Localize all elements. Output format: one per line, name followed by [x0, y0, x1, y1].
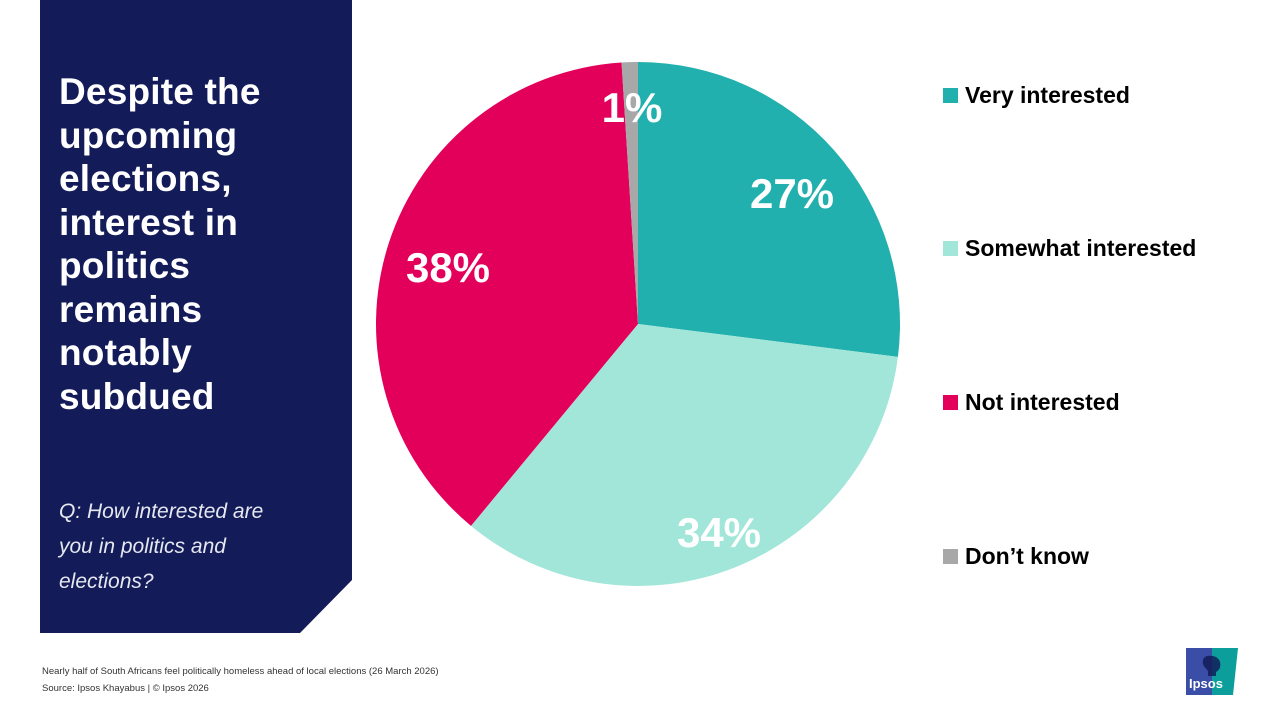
legend-label: Somewhat interested — [965, 235, 1197, 261]
title-line: elections, — [59, 158, 232, 199]
legend-swatch — [943, 395, 958, 410]
title-line: upcoming — [59, 114, 238, 156]
pie-slice — [621, 62, 638, 324]
slice-value-label: 27% — [750, 170, 834, 217]
legend-swatch — [943, 88, 958, 103]
slice-value-label: 34% — [677, 509, 761, 556]
legend-item: Not interested — [943, 389, 1120, 416]
title-panel — [40, 0, 352, 633]
legend-swatch — [943, 549, 958, 564]
legend-label: Very interested — [965, 82, 1130, 108]
survey-question: Q: How interested are you in politics and… — [59, 494, 319, 599]
slice-value-label: 38% — [406, 244, 490, 291]
logo-text: Ipsos — [1189, 676, 1223, 691]
pie-slice — [638, 62, 900, 357]
legend-item: Somewhat interested — [943, 235, 1196, 262]
title-line: subdued — [59, 375, 215, 417]
ipsos-logo — [1186, 648, 1238, 695]
footer-source: Source: Ipsos Khayabus | © Ipsos 2026 — [42, 683, 209, 694]
legend-label: Not interested — [965, 389, 1120, 415]
slice-value-label: 1% — [602, 84, 663, 131]
footer-headline: Nearly half of South Africans feel polit… — [42, 666, 439, 677]
question-line: Q: How interested are — [59, 500, 264, 523]
title-line: notably — [59, 332, 192, 373]
question-line: elections? — [59, 570, 154, 593]
legend-item: Very interested — [943, 82, 1130, 109]
legend-item: Don’t know — [943, 543, 1089, 570]
title-line: politics — [59, 245, 191, 286]
title-line: interest in — [59, 201, 239, 243]
title-line: remains — [59, 288, 203, 330]
legend-label: Don’t know — [965, 543, 1089, 569]
pie-slice — [375, 62, 638, 526]
slide-title: Despite the upcoming elections, interest in… — [59, 70, 339, 418]
question-line: you in politics and — [59, 535, 226, 558]
title-line: Despite the — [59, 71, 261, 112]
pie-slice — [470, 324, 898, 586]
legend-swatch — [943, 241, 958, 256]
